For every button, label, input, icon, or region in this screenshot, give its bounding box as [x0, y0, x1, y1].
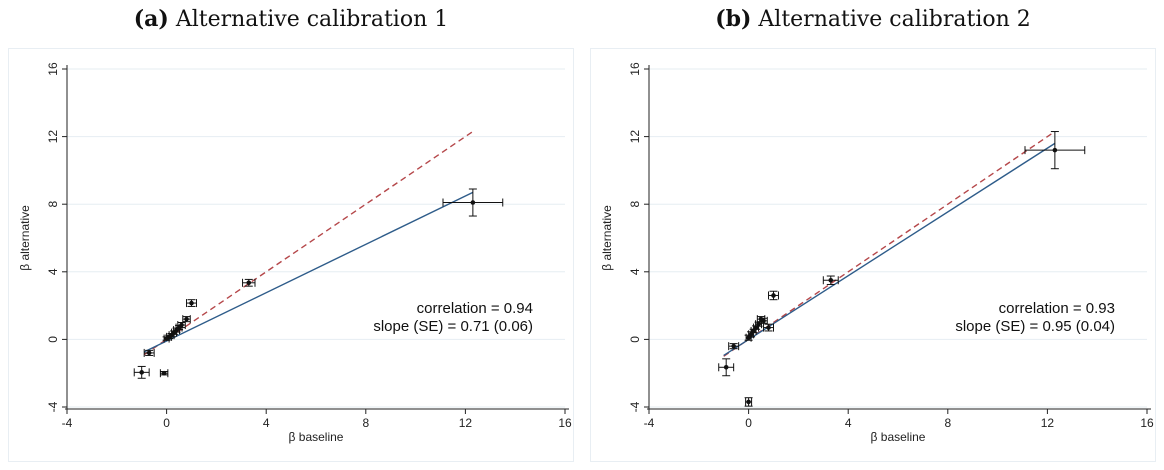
chart-b-x-axis-title: β baseline: [871, 430, 926, 444]
chart-b-x-tick-label: 8: [944, 416, 951, 430]
chart-b-y-axis-title: β alternative: [600, 205, 614, 271]
chart-a-box: -4 0 4 8 12 16 -4 0 4 8 12 16 β baseline β alternativ…: [8, 48, 574, 462]
chart-b-y-tick-label: 0: [628, 336, 642, 343]
chart-b-x-tick-label: 12: [1041, 416, 1055, 430]
chart-a-point: [470, 200, 476, 205]
chart-a-y-axis-title: β alternative: [18, 205, 32, 271]
chart-a-point: [184, 316, 189, 322]
chart-b-box: -4 0 4 8 12 16 -4 0 4 8 12 16 β baseline β alternativ…: [590, 48, 1156, 462]
chart-a-x-axis-title: β baseline: [289, 430, 344, 444]
chart-a-annotation-1: correlation = 0.94: [417, 300, 533, 317]
chart-b-point: [771, 293, 776, 298]
chart-b-point: [746, 399, 751, 405]
chart-b: -4 0 4 8 12 16 -4 0 4 8 12 16 β baseline β alternativ…: [600, 62, 1154, 444]
chart-b-point: [828, 277, 834, 283]
chart-a-y-tick-label: -4: [46, 401, 60, 412]
chart-b-point: [1052, 147, 1058, 153]
chart-a-point: [139, 370, 144, 375]
chart-b-point: [723, 364, 729, 370]
chart-b-annotation-1: correlation = 0.93: [999, 300, 1115, 317]
chart-b-x-tick-label: 16: [1140, 416, 1154, 430]
chart-b-fit-line: [723, 142, 1056, 357]
chart-a-fit-line: [143, 191, 474, 353]
chart-a-y-tick-label: 0: [46, 336, 60, 343]
chart-b-y-tick-label: 12: [628, 130, 642, 144]
chart-b-x-tick-label: 0: [745, 416, 752, 430]
chart-b-y-tick-label: 4: [628, 268, 642, 275]
chart-b-point: [766, 325, 771, 330]
chart-a-point: [146, 350, 152, 356]
chart-a-point: [246, 280, 252, 286]
chart-a-y-tick-label: 16: [46, 62, 60, 76]
panel-a-title: (a) Alternative calibration 1: [0, 6, 582, 32]
chart-a-point: [164, 336, 169, 341]
chart-a-x-tick-label: 0: [163, 416, 170, 430]
chart-a-point: [189, 300, 194, 306]
chart-b-y-tick-label: 16: [628, 62, 642, 76]
chart-b-x-tick-label: -4: [644, 416, 655, 430]
chart-a-y-tick-label: 4: [46, 268, 60, 275]
chart-a-x-tick-label: 8: [362, 416, 369, 430]
panel-a: (a) Alternative calibration 1 -4 0 4 8 12 16-…: [0, 6, 582, 462]
chart-a-x-tick-label: -4: [62, 416, 73, 430]
chart-a-x-tick-label: 4: [263, 416, 270, 430]
panel-b: (b) Alternative calibration 2 -4 0 4 8 12 16-…: [582, 0, 1164, 470]
panel-a-label: (a): [133, 6, 169, 32]
chart-b-reference-line: [723, 130, 1056, 357]
chart-a-y-tick-label: 12: [46, 130, 60, 144]
panel-b-title: (b) Alternative calibration 2: [582, 6, 1164, 32]
chart-a-x-tick-label: 12: [459, 416, 473, 430]
chart-b-x-tick-label: 4: [845, 416, 852, 430]
chart-a-y-tick-label: 8: [46, 201, 60, 208]
chart-b-y-tick-label: 8: [628, 201, 642, 208]
chart-b-y-tick-label: -4: [628, 401, 642, 412]
chart-a-x-tick-label: 16: [558, 416, 572, 430]
chart-b-annotation-2: slope (SE) = 0.95 (0.04): [955, 318, 1115, 335]
panel-b-title-text: Alternative calibration 2: [758, 7, 1031, 32]
chart-a-point: [161, 370, 167, 376]
panel-a-title-text: Alternative calibration 1: [175, 7, 449, 32]
chart-b-point: [731, 343, 736, 349]
panel-b-label: (b): [715, 6, 752, 32]
chart-a-annotation-2: slope (SE) = 0.71 (0.06): [373, 318, 533, 335]
chart-b-point: [758, 316, 764, 322]
chart-a-reference-line: [143, 130, 474, 356]
chart-a: -4 0 4 8 12 16 -4 0 4 8 12 16 β baseline β alternativ…: [18, 62, 572, 444]
chart-b-point: [746, 335, 751, 341]
